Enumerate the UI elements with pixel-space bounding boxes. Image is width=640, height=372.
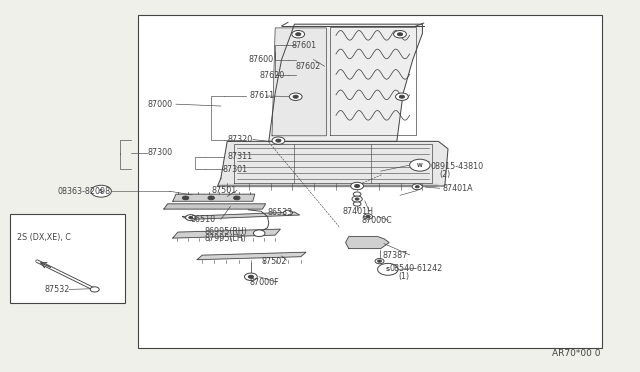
Polygon shape	[269, 24, 422, 141]
Text: AR70*00 0: AR70*00 0	[552, 349, 600, 358]
Text: W: W	[417, 163, 422, 168]
Circle shape	[375, 259, 384, 264]
Polygon shape	[218, 141, 448, 186]
Circle shape	[412, 184, 422, 190]
Text: 87601: 87601	[291, 41, 316, 50]
Circle shape	[366, 215, 370, 218]
Text: 08540-61242: 08540-61242	[389, 264, 442, 273]
Circle shape	[189, 217, 193, 219]
Polygon shape	[164, 204, 266, 209]
Circle shape	[296, 33, 301, 36]
Circle shape	[353, 192, 361, 196]
Circle shape	[244, 273, 257, 280]
Text: 87620: 87620	[259, 71, 284, 80]
Circle shape	[353, 197, 361, 201]
Circle shape	[364, 214, 372, 219]
Text: (1): (1)	[398, 272, 409, 281]
Text: 87000F: 87000F	[250, 278, 279, 287]
Circle shape	[410, 159, 430, 171]
Text: 87387: 87387	[383, 251, 408, 260]
Circle shape	[415, 186, 419, 188]
Polygon shape	[218, 185, 438, 187]
Text: 87502: 87502	[261, 257, 287, 266]
Bar	[10, 214, 125, 303]
Polygon shape	[182, 212, 300, 219]
Text: 2S (DX,XE), C: 2S (DX,XE), C	[17, 233, 71, 242]
Polygon shape	[346, 237, 389, 248]
Text: 87401H: 87401H	[342, 207, 373, 216]
Circle shape	[234, 196, 240, 200]
Text: S: S	[99, 189, 103, 194]
Circle shape	[182, 196, 189, 200]
Text: 86533: 86533	[268, 208, 292, 217]
Circle shape	[91, 185, 111, 197]
Circle shape	[378, 263, 398, 275]
Polygon shape	[173, 194, 255, 201]
Text: 87320: 87320	[227, 135, 252, 144]
Circle shape	[397, 33, 403, 36]
Text: 87401A: 87401A	[443, 184, 474, 193]
Text: S: S	[386, 267, 390, 272]
Text: 87000: 87000	[147, 100, 172, 109]
Text: (2): (2)	[439, 170, 451, 179]
Text: 87995(LH): 87995(LH)	[205, 234, 246, 243]
Polygon shape	[197, 252, 306, 260]
Circle shape	[289, 93, 302, 100]
Circle shape	[378, 260, 381, 262]
Circle shape	[284, 210, 292, 215]
Circle shape	[355, 185, 360, 187]
Text: 87532: 87532	[45, 285, 70, 294]
Circle shape	[292, 31, 305, 38]
Circle shape	[90, 287, 99, 292]
Circle shape	[353, 202, 361, 206]
Text: 08363-82098: 08363-82098	[58, 187, 111, 196]
Circle shape	[352, 196, 362, 202]
Text: 87311: 87311	[227, 153, 252, 161]
Polygon shape	[173, 229, 280, 238]
Circle shape	[186, 215, 196, 221]
Circle shape	[394, 31, 406, 38]
Circle shape	[276, 139, 281, 142]
Circle shape	[272, 137, 285, 144]
Circle shape	[351, 182, 364, 190]
Text: 86510: 86510	[191, 215, 216, 224]
Circle shape	[355, 198, 359, 200]
Text: 87501: 87501	[211, 186, 236, 195]
Text: 87301: 87301	[222, 165, 247, 174]
Circle shape	[399, 95, 404, 98]
Bar	[138, 15, 602, 348]
Circle shape	[396, 93, 408, 100]
Text: 86995(RH): 86995(RH)	[205, 227, 248, 236]
Circle shape	[248, 275, 253, 278]
Text: 87602: 87602	[296, 62, 321, 71]
Circle shape	[208, 196, 214, 200]
Circle shape	[253, 230, 265, 237]
Text: 87000C: 87000C	[362, 217, 392, 225]
Polygon shape	[272, 28, 326, 136]
Text: 87600: 87600	[248, 55, 273, 64]
Text: 08915-43810: 08915-43810	[430, 162, 483, 171]
Text: 87611: 87611	[250, 92, 275, 100]
Circle shape	[293, 95, 298, 98]
Text: 87300: 87300	[147, 148, 172, 157]
